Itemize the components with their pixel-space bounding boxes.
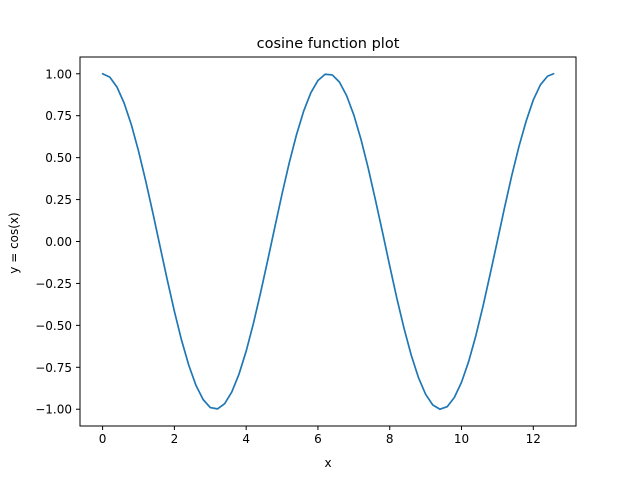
y-tick-label: 0.50	[45, 151, 72, 165]
series-line	[101, 72, 555, 411]
chart-title: cosine function plot	[257, 36, 400, 52]
y-ticks: −1.00 −0.75 −0.50 −0.25 0.00 0.25 0.50 0.75 1.00	[35, 67, 80, 417]
y-tick-label: 0.75	[45, 109, 72, 123]
x-ticks: 0 2 4 6 8 10 12	[99, 426, 541, 446]
x-axis-label: x	[324, 456, 331, 470]
y-tick-label: 0.00	[45, 235, 72, 249]
y-tick-label: −0.50	[35, 319, 72, 333]
plot-frame	[79, 56, 577, 427]
y-tick-label: −0.25	[35, 277, 72, 291]
x-tick-label: 12	[526, 432, 541, 446]
y-axis-label: y = cos(x)	[7, 212, 21, 273]
x-tick-label: 0	[99, 432, 107, 446]
x-tick-label: 10	[454, 432, 469, 446]
x-tick-label: 4	[242, 432, 250, 446]
x-tick-label: 6	[314, 432, 322, 446]
x-tick-label: 8	[386, 432, 394, 446]
y-tick-label: −0.75	[35, 361, 72, 375]
x-tick-label: 2	[171, 432, 179, 446]
y-tick-label: 0.25	[45, 193, 72, 207]
y-tick-label: 1.00	[45, 67, 72, 81]
y-tick-label: −1.00	[35, 403, 72, 417]
series-layer	[101, 72, 555, 411]
